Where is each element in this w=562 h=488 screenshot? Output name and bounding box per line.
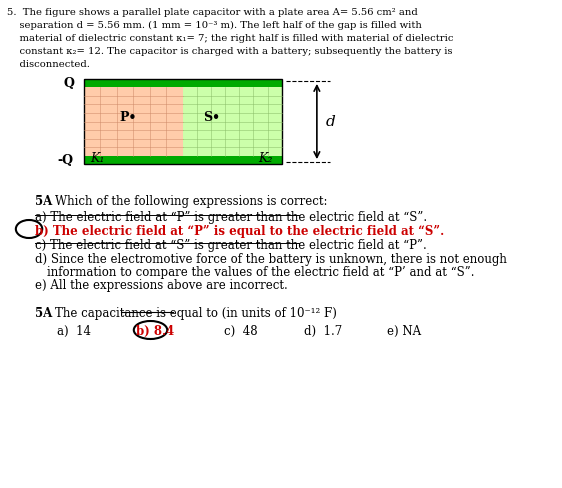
Text: Which of the following expressions is correct:: Which of the following expressions is co… (55, 195, 327, 207)
Text: b) The electric field at “P” is equal to the electric field at “S”.: b) The electric field at “P” is equal to… (35, 224, 445, 238)
Text: d: d (325, 115, 336, 129)
Text: P•: P• (120, 111, 137, 124)
Text: 5A: 5A (35, 306, 52, 319)
Text: The capacitance is equal to (in units of 10⁻¹² F): The capacitance is equal to (in units of… (55, 306, 337, 319)
Text: constant κ₂= 12. The capacitor is charged with a battery; subsequently the batte: constant κ₂= 12. The capacitor is charge… (7, 47, 452, 56)
Text: b) 8.4: b) 8.4 (137, 325, 175, 337)
Text: information to compare the values of the electric field at “P’ and at “S”.: information to compare the values of the… (47, 265, 474, 279)
Text: d)  1.7: d) 1.7 (303, 325, 342, 337)
Text: a) The electric field at “P” is greater than the electric field at “S”.: a) The electric field at “P” is greater … (35, 210, 427, 224)
Text: K₁: K₁ (90, 152, 105, 164)
Text: e) All the expressions above are incorrect.: e) All the expressions above are incorre… (35, 279, 288, 291)
Text: separation d = 5.56 mm. (1 mm = 10⁻³ m). The left half of the gap is filled with: separation d = 5.56 mm. (1 mm = 10⁻³ m).… (7, 21, 422, 30)
Text: disconnected.: disconnected. (7, 60, 90, 69)
Text: d) Since the electromotive force of the battery is unknown, there is not enough: d) Since the electromotive force of the … (35, 252, 507, 265)
Bar (84, 157, 282, 164)
Text: e) NA: e) NA (387, 325, 422, 337)
Bar (84, 80, 282, 88)
Text: 5.  The figure shows a parallel plate capacitor with a plate area A= 5.56 cm² an: 5. The figure shows a parallel plate cap… (7, 8, 418, 17)
Text: 5A: 5A (35, 195, 52, 207)
Text: K₂: K₂ (259, 152, 273, 164)
Text: c)  48: c) 48 (224, 325, 258, 337)
Text: Q: Q (64, 77, 75, 90)
Text: material of dielectric constant κ₁= 7; the right half is filled with material of: material of dielectric constant κ₁= 7; t… (7, 34, 454, 43)
Bar (84, 88, 183, 157)
Bar (84, 80, 282, 164)
Bar (183, 88, 282, 157)
Text: a)  14: a) 14 (57, 325, 91, 337)
Text: -Q: -Q (57, 154, 73, 167)
Text: S•: S• (203, 111, 220, 124)
Text: c) The electric field at “S” is greater than the electric field at “P”.: c) The electric field at “S” is greater … (35, 239, 427, 251)
